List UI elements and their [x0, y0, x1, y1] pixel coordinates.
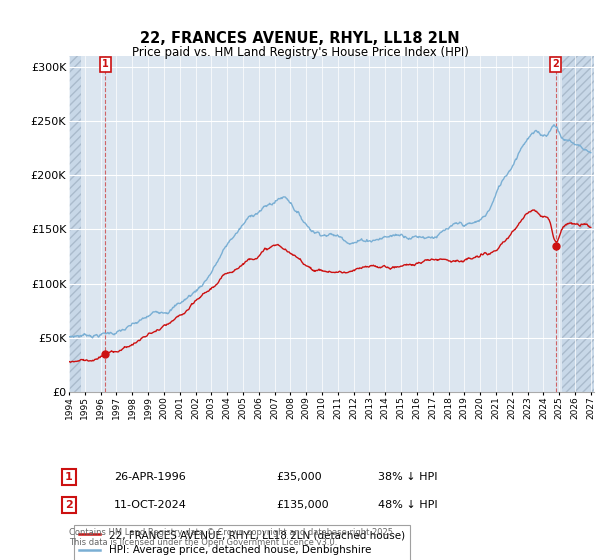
Bar — [69, 56, 81, 392]
Text: 2: 2 — [553, 59, 559, 69]
Bar — [69, 56, 81, 392]
Text: £35,000: £35,000 — [276, 472, 322, 482]
Bar — [562, 56, 594, 392]
Text: 11-OCT-2024: 11-OCT-2024 — [114, 500, 187, 510]
Text: Contains HM Land Registry data © Crown copyright and database right 2025.
This d: Contains HM Land Registry data © Crown c… — [69, 528, 395, 547]
Text: £135,000: £135,000 — [276, 500, 329, 510]
Text: 1: 1 — [65, 472, 73, 482]
Text: 38% ↓ HPI: 38% ↓ HPI — [378, 472, 437, 482]
Legend: 22, FRANCES AVENUE, RHYL, LL18 2LN (detached house), HPI: Average price, detache: 22, FRANCES AVENUE, RHYL, LL18 2LN (deta… — [74, 525, 410, 560]
Text: 22, FRANCES AVENUE, RHYL, LL18 2LN: 22, FRANCES AVENUE, RHYL, LL18 2LN — [140, 31, 460, 46]
Text: 26-APR-1996: 26-APR-1996 — [114, 472, 186, 482]
Bar — [562, 56, 594, 392]
Text: 1: 1 — [102, 59, 109, 69]
Text: Price paid vs. HM Land Registry's House Price Index (HPI): Price paid vs. HM Land Registry's House … — [131, 46, 469, 59]
Text: 48% ↓ HPI: 48% ↓ HPI — [378, 500, 437, 510]
Text: 2: 2 — [65, 500, 73, 510]
